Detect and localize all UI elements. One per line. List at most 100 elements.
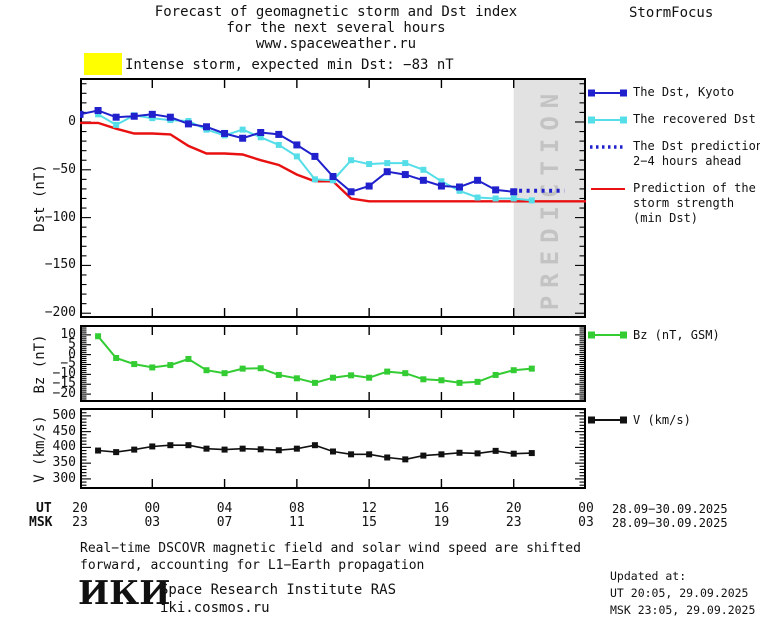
storm-alert-text: Intense storm, expected min Dst: −83 nT [125, 57, 454, 73]
series-storm_strength [80, 121, 586, 203]
bz-ytick-label: −10 [52, 366, 76, 382]
storm-level-swatch [84, 53, 122, 75]
marker-recovered_dst [420, 166, 427, 173]
marker-bz [474, 378, 481, 385]
marker-v [438, 451, 445, 458]
marker-recovered_dst [528, 197, 535, 204]
marker-recovered_dst [438, 178, 445, 185]
marker-v [149, 443, 156, 450]
marker-recovered_dst [239, 126, 246, 133]
marker-dst_kyoto [80, 110, 84, 118]
iki-logo: ИКИ [78, 573, 171, 612]
marker-recovered_dst [330, 177, 336, 184]
marker-bz [438, 377, 445, 384]
marker-recovered_dst [113, 121, 120, 128]
marker-v [95, 447, 102, 454]
legend-label-recovered_dst: The recovered Dst [633, 112, 756, 126]
page-subtitle: for the next several hours [226, 20, 446, 36]
marker-v [257, 446, 264, 453]
legend-sample-dst_prediction [590, 145, 626, 149]
v-ytick-label: 450 [52, 423, 76, 439]
marker-dst_kyoto [275, 130, 283, 138]
site-url: www.spaceweather.ru [255, 36, 417, 52]
ut-hour-tick: 08 [289, 501, 305, 516]
marker-dst_kyoto [94, 107, 102, 115]
marker-dst_kyoto [239, 134, 247, 142]
marker-dst_kyoto [365, 182, 373, 190]
marker-bz [293, 375, 300, 382]
updated-at-ut: UT 20:05, 29.09.2025 [610, 586, 749, 600]
marker-dst_kyoto [492, 186, 500, 194]
msk-hour-tick: 23 [505, 515, 522, 530]
marker-v [239, 445, 246, 452]
marker-dst_kyoto [184, 120, 192, 128]
marker-v [384, 454, 391, 461]
bz-chart [80, 325, 586, 402]
marker-bz [257, 365, 264, 372]
legend-label-storm_strength: Prediction of the [633, 181, 756, 195]
marker-bz [456, 379, 463, 386]
marker-recovered_dst [149, 115, 156, 122]
v-legend-sample [588, 416, 627, 424]
prediction-band [513, 78, 586, 318]
v-legend: V (km/s) [588, 413, 691, 427]
marker-bz [384, 368, 391, 375]
bz-ytick-label: −5 [60, 356, 76, 372]
marker-recovered_dst [95, 111, 102, 118]
marker-dst_kyoto [347, 188, 355, 196]
marker-v [528, 450, 535, 457]
footnote-line1: Real−time DSCOVR magnetic field and sola… [80, 541, 581, 556]
marker-v [420, 452, 427, 459]
marker-dst_kyoto [166, 113, 174, 121]
marker-v [221, 446, 228, 453]
marker-bz [149, 364, 156, 371]
marker-bz [131, 361, 138, 368]
bz-ytick-label: 10 [60, 326, 76, 342]
legend-sample-dst_kyoto [588, 89, 627, 97]
marker-v [167, 442, 174, 449]
marker-dst_kyoto [437, 182, 445, 190]
marker-dst_kyoto [112, 113, 120, 121]
marker-v [113, 449, 120, 456]
marker-recovered_dst [456, 187, 463, 194]
v-chart [80, 408, 586, 489]
ut-hour-tick: 00 [144, 501, 161, 516]
legend-label-storm_strength: storm strength [633, 196, 735, 210]
marker-dst_kyoto [456, 183, 463, 191]
bz-legend-sample [588, 331, 627, 339]
marker-bz [528, 365, 535, 372]
legend-label-dst_prediction: The Dst prediction [633, 139, 760, 153]
marker-dst_kyoto [221, 129, 229, 137]
brand-stormfocus: StormFocus [629, 5, 714, 21]
ut-hour-tick: 04 [216, 501, 233, 516]
bz-ytick-label: −20 [52, 386, 76, 402]
msk-hour-tick: 19 [433, 515, 450, 530]
legend-label-storm_strength: (min Dst) [633, 211, 699, 225]
bz-ytick-label: 0 [68, 346, 76, 362]
prediction-band-label: PREDICTION [536, 86, 564, 311]
marker-recovered_dst [384, 160, 391, 167]
marker-recovered_dst [275, 141, 282, 148]
marker-v [492, 447, 499, 454]
ut-row-label: UT [36, 501, 52, 516]
marker-bz [239, 365, 246, 372]
marker-bz [167, 362, 174, 369]
ut-hour-tick: 20 [72, 501, 88, 516]
marker-bz [510, 367, 517, 374]
marker-dst_kyoto [311, 152, 319, 160]
msk-hour-tick: 23 [72, 515, 88, 530]
marker-bz [95, 333, 102, 340]
marker-bz [420, 376, 427, 383]
marker-recovered_dst [366, 161, 373, 168]
series-bz [97, 335, 532, 384]
dst-chart: PREDICTION [80, 78, 586, 318]
marker-recovered_dst [311, 176, 318, 183]
marker-dst_kyoto [383, 168, 391, 176]
msk-row-label: MSK [29, 515, 53, 530]
msk-date-range: 28.09−30.09.2025 [612, 516, 728, 530]
updated-at-msk: MSK 23:05, 29.09.2025 [610, 603, 756, 617]
title-block: Forecast of geomagnetic storm and Dst in… [0, 4, 672, 52]
marker-recovered_dst [402, 160, 409, 167]
bz-axis-label: Bz (nT) [32, 333, 48, 394]
